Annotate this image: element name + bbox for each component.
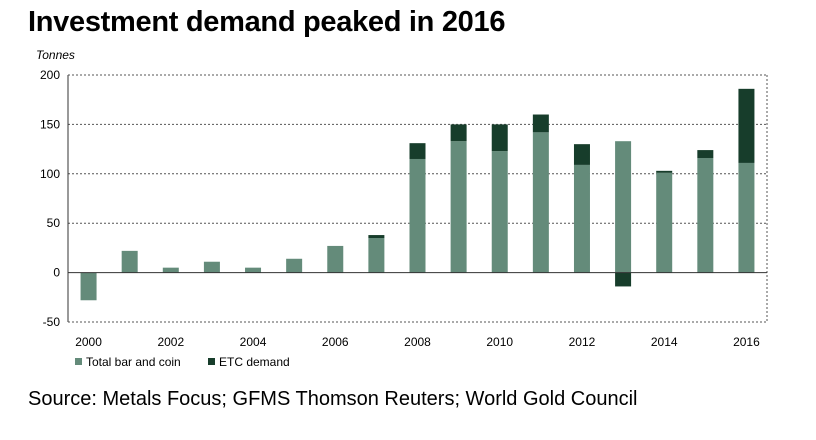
bar-etc-demand-2015 [697, 150, 714, 158]
legend-etc-demand-label: ETC demand [219, 355, 290, 369]
legend-bar-and-coin-swatch [75, 358, 82, 365]
chart-title: Investment demand peaked in 2016 [28, 6, 506, 38]
legend-bar-and-coin-label: Total bar and coin [86, 355, 181, 369]
y-tick-labels: 200 150 100 50 0 -50 [40, 68, 60, 329]
bar-bar-and-coin-2000 [80, 272, 97, 301]
bar-bar-and-coin-2009 [450, 141, 467, 273]
bar-etc-demand-2010 [491, 124, 508, 152]
bar-bar-and-coin-2012 [573, 164, 590, 273]
source-note: Source: Metals Focus; GFMS Thomson Reute… [28, 388, 638, 410]
bar-bar-and-coin-2014 [656, 172, 673, 273]
legend: Total bar and coin ETC demand [75, 355, 290, 369]
legend-etc-demand-swatch [208, 358, 215, 365]
bar-etc-demand-2008 [409, 143, 426, 159]
bar-bar-and-coin-2008 [409, 158, 426, 273]
x-tick-labels: 2000 2002 2004 2006 2008 2010 2012 2014 2016 [75, 335, 760, 349]
bar-bar-and-coin-2001 [121, 250, 138, 273]
bar-bar-and-coin-2005 [286, 258, 303, 273]
y-tick-label: 100 [40, 167, 60, 181]
axes [67, 74, 768, 323]
x-tick-label: 2002 [157, 335, 184, 349]
y-tick-label: 0 [53, 266, 60, 280]
y-tick-label: 50 [47, 216, 61, 230]
bar-bar-and-coin-2011 [532, 132, 549, 273]
x-tick-label: 2000 [75, 335, 102, 349]
y-tick-label: 200 [40, 68, 60, 82]
bar-etc-demand-2007 [368, 235, 385, 239]
bar-bar-and-coin-2002 [162, 267, 179, 273]
y-axis-label: Tonnes [36, 48, 75, 62]
bar-etc-demand-2012 [573, 144, 590, 165]
x-tick-label: 2010 [486, 335, 513, 349]
bar-etc-demand-2011 [532, 114, 549, 133]
bar-bar-and-coin-2003 [203, 261, 220, 273]
bar-bar-and-coin-2015 [697, 157, 714, 273]
bar-etc-demand-2013 [615, 272, 632, 287]
x-tick-label: 2004 [240, 335, 267, 349]
x-tick-label: 2012 [569, 335, 596, 349]
bar-bar-and-coin-2013 [615, 141, 632, 273]
bars [80, 88, 755, 301]
bar-bar-and-coin-2006 [327, 245, 344, 273]
x-tick-label: 2016 [733, 335, 760, 349]
y-tick-label: -50 [43, 315, 61, 329]
x-tick-label: 2014 [651, 335, 678, 349]
x-tick-label: 2008 [404, 335, 431, 349]
x-tick-label: 2006 [322, 335, 349, 349]
bar-etc-demand-2009 [450, 124, 467, 142]
bar-etc-demand-2016 [738, 88, 755, 163]
bar-bar-and-coin-2016 [738, 162, 755, 273]
bar-bar-and-coin-2004 [245, 267, 262, 273]
bar-bar-and-coin-2007 [368, 238, 385, 273]
bar-bar-and-coin-2010 [491, 151, 508, 273]
bar-etc-demand-2014 [656, 170, 673, 173]
y-tick-label: 150 [40, 117, 60, 131]
